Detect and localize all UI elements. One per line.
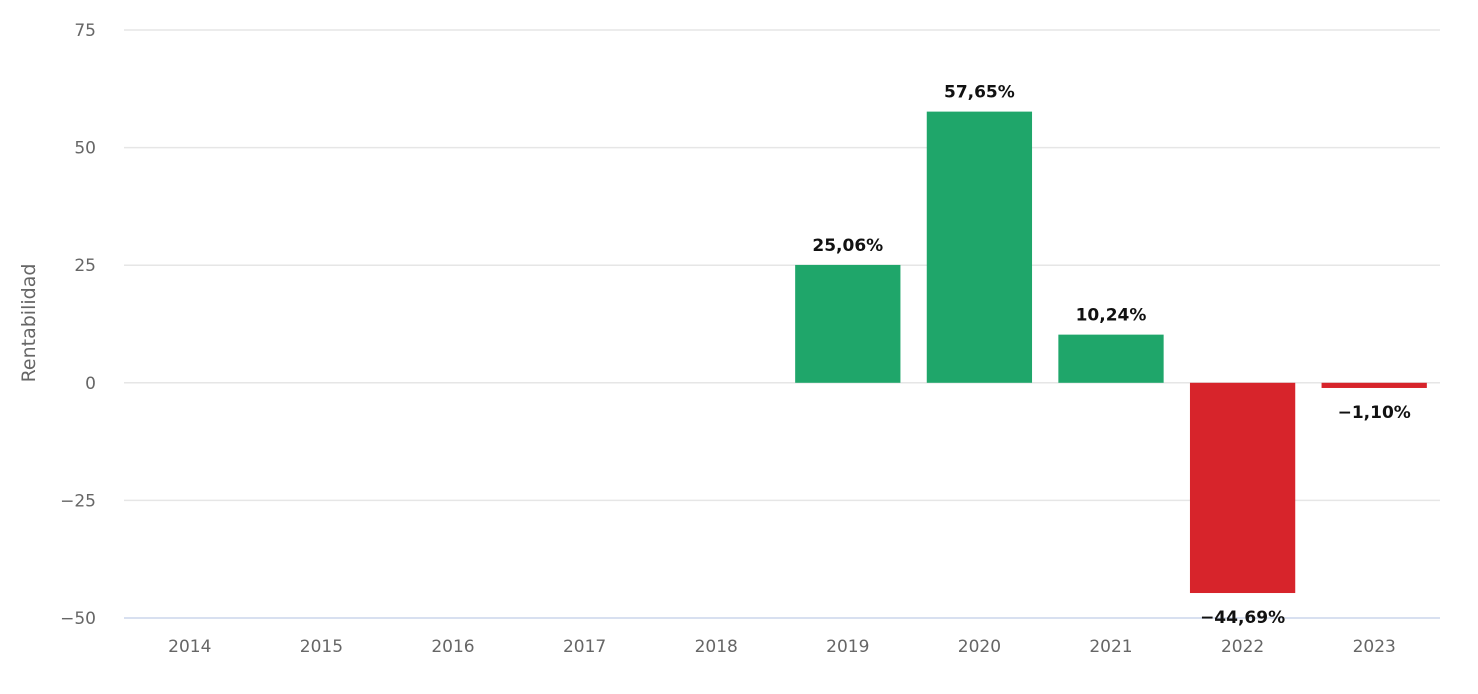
x-tick-label: 2021 [1089, 637, 1132, 657]
x-tick-label: 2015 [300, 637, 343, 657]
y-tick-label: −25 [60, 491, 96, 511]
data-label-2021: 10,24% [1076, 306, 1147, 326]
axis-layer: 75 50 25 0 −25 −50 2014 2015 2016 2017 2018 2019 202… [60, 21, 1396, 657]
data-label-2019: 25,06% [812, 236, 883, 256]
bar-2023[interactable] [1321, 382, 1427, 388]
x-tick-label: 2022 [1221, 637, 1264, 657]
y-tick-label: 75 [74, 21, 96, 41]
bars-layer [795, 111, 1427, 594]
y-tick-label: 25 [74, 256, 96, 276]
y-axis-title: Rentabilidad [18, 264, 40, 383]
x-tick-label: 2018 [695, 637, 738, 657]
bar-2021[interactable] [1058, 334, 1164, 383]
y-tick-label: 50 [74, 139, 96, 159]
data-label-2022: −44,69% [1200, 608, 1285, 628]
data-labels-layer: 25,06% 57,65% 10,24% −44,69% −1,10% [812, 83, 1410, 628]
y-tick-label: 0 [85, 374, 96, 394]
x-tick-label: 2023 [1353, 637, 1396, 657]
bar-2019[interactable] [795, 264, 901, 383]
y-tick-label: −50 [60, 609, 96, 629]
x-tick-label: 2017 [563, 637, 606, 657]
x-tick-label: 2014 [168, 637, 211, 657]
x-tick-label: 2016 [431, 637, 474, 657]
data-label-2020: 57,65% [944, 83, 1015, 103]
data-label-2023: −1,10% [1338, 403, 1411, 423]
x-tick-label: 2019 [826, 637, 869, 657]
bar-2022[interactable] [1189, 382, 1296, 594]
bar-2020[interactable] [926, 111, 1033, 383]
x-tick-label: 2020 [958, 637, 1001, 657]
grid-layer [124, 29, 1440, 619]
